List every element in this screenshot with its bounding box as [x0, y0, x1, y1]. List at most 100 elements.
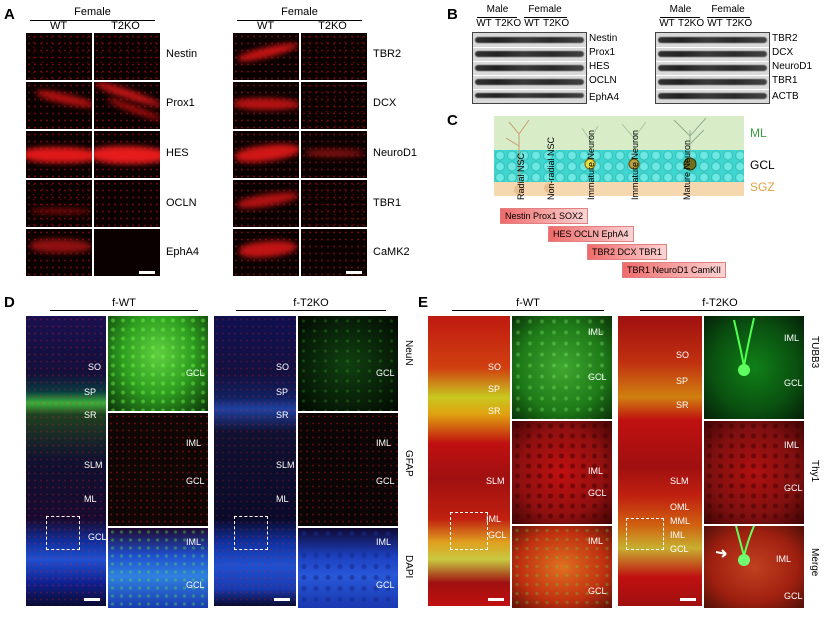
panel-a-left-col-wt: WT: [49, 20, 68, 32]
d-ko-gfap-inset: [297, 412, 399, 527]
radial-nsc-cell: [514, 185, 524, 195]
micrograph-prox1-ko: [93, 81, 161, 130]
stain-label-dapi: DAPI: [403, 555, 414, 579]
micrograph-epha4-wt: [25, 228, 93, 277]
region-label: SO: [676, 350, 690, 360]
marker-group: TBR1 NeuroD1 CamKII: [622, 262, 727, 278]
blot-right-label: ACTB: [772, 91, 799, 102]
scale-bar: [680, 598, 696, 601]
blot-left-col: T2KO: [495, 18, 522, 29]
e-ko-thy1-inset: [703, 420, 805, 525]
panel-a-label: A: [4, 6, 15, 23]
d-ko-overview: [213, 315, 297, 607]
region-label: ML: [276, 494, 289, 504]
panel-a-row-label: DCX: [373, 97, 397, 109]
blot-left-label: HES: [589, 61, 610, 72]
inset-label: GCL: [588, 372, 607, 382]
marker-group: HES OCLN EphA4: [548, 226, 634, 242]
stain-label-neun: NeuN: [403, 340, 414, 366]
inset-label: GCL: [784, 591, 803, 601]
inset-label: IML: [186, 537, 202, 547]
region-label: SR: [676, 400, 689, 410]
neuron-merge: [715, 526, 755, 566]
panel-a-row-label: NeuroD1: [373, 147, 418, 159]
inset-box: [626, 518, 664, 550]
blot-left-col: WT: [476, 18, 492, 29]
region-label: GCL: [88, 532, 107, 542]
neuron-green: [733, 317, 755, 376]
panel-d-wt-line: [50, 310, 198, 311]
marker-group: Nestin Prox1 SOX2: [500, 208, 589, 224]
region-label: SLM: [486, 476, 505, 486]
panel-a-right-divider: [237, 20, 362, 21]
panel-a-right-col-ko: T2KO: [318, 20, 347, 32]
region-label: SLM: [670, 476, 689, 486]
micrograph-tbr2-wt: [232, 32, 300, 81]
blot-right-label: NeuroD1: [772, 61, 813, 72]
micrograph-tbr1-ko: [300, 179, 368, 228]
panel-a-row-label: TBR1: [373, 197, 402, 209]
panel-a-right-sex: Female: [281, 6, 318, 18]
blot-right-female-line: [707, 17, 750, 18]
ml-layer-label: ML: [750, 126, 767, 140]
e-wt-tubb3-inset: [511, 315, 613, 420]
region-label: SLM: [276, 460, 295, 470]
region-label: ML: [84, 494, 97, 504]
panel-a-left-divider: [30, 20, 155, 21]
region-label: SP: [676, 376, 689, 386]
inset-label: GCL: [186, 476, 205, 486]
panel-a-row-label: HES: [166, 147, 189, 159]
region-label: SR: [276, 410, 289, 420]
blot-right-label: DCX: [772, 47, 794, 58]
blot-right-female: Female: [711, 4, 745, 15]
blot-left-label: EphA4: [589, 92, 620, 103]
inset-label: GCL: [186, 368, 205, 378]
region-label: SP: [84, 387, 97, 397]
e-wt-thy1-inset: [511, 420, 613, 525]
micrograph-dcx-wt: [232, 81, 300, 130]
scale-bar: [139, 271, 155, 274]
western-blot-left: [472, 32, 587, 104]
d-wt-dapi-inset: [107, 527, 209, 609]
micrograph-hes-ko: [93, 130, 161, 179]
inset-label: GCL: [588, 488, 607, 498]
d-wt-overview: [25, 315, 107, 607]
inset-label: GCL: [376, 476, 395, 486]
panel-a-row-label: Prox1: [166, 97, 195, 109]
stain-label-merge: Merge: [809, 548, 820, 577]
region-label: SO: [276, 362, 290, 372]
inset-label: IML: [784, 333, 800, 343]
inset-label: IML: [588, 536, 604, 546]
blot-right-col: WT: [707, 18, 723, 29]
e-ko-overview: [617, 315, 703, 607]
dentate-schematic: ML GCL SGZ: [494, 116, 775, 200]
scale-bar: [346, 271, 362, 274]
cell-drawings: [505, 117, 707, 195]
d-wt-neun-inset: [107, 315, 209, 412]
region-label: IML: [670, 530, 686, 540]
blot-left-label: Nestin: [589, 33, 618, 44]
scale-bar: [274, 598, 290, 601]
e-wt-overview: [427, 315, 511, 607]
non-radial-nsc-cell: [544, 183, 554, 193]
panel-e-wt-line: [452, 310, 604, 311]
panel-a-row-label: EphA4: [166, 246, 200, 258]
region-label: SLM: [84, 460, 103, 470]
region-label: SO: [488, 362, 502, 372]
e-ko-tubb3-inset: [703, 315, 805, 420]
region-label: SR: [84, 410, 97, 420]
immature-neuron-cell: [584, 158, 596, 170]
d-ko-neun-inset: [297, 315, 399, 412]
blot-left-col: WT: [524, 18, 540, 29]
region-label: GCL: [670, 544, 689, 554]
gcl-layer-label: GCL: [750, 158, 775, 172]
scale-bar: [84, 598, 100, 601]
inset-label: IML: [186, 438, 202, 448]
micrograph-neurod1-wt: [232, 130, 300, 179]
micrograph-tbr2-ko: [300, 32, 368, 81]
panel-d-label: D: [4, 294, 15, 311]
region-label: SP: [488, 384, 501, 394]
inset-label: GCL: [784, 378, 803, 388]
inset-label: IML: [776, 554, 792, 564]
panel-a-row-label: TBR2: [373, 48, 402, 60]
